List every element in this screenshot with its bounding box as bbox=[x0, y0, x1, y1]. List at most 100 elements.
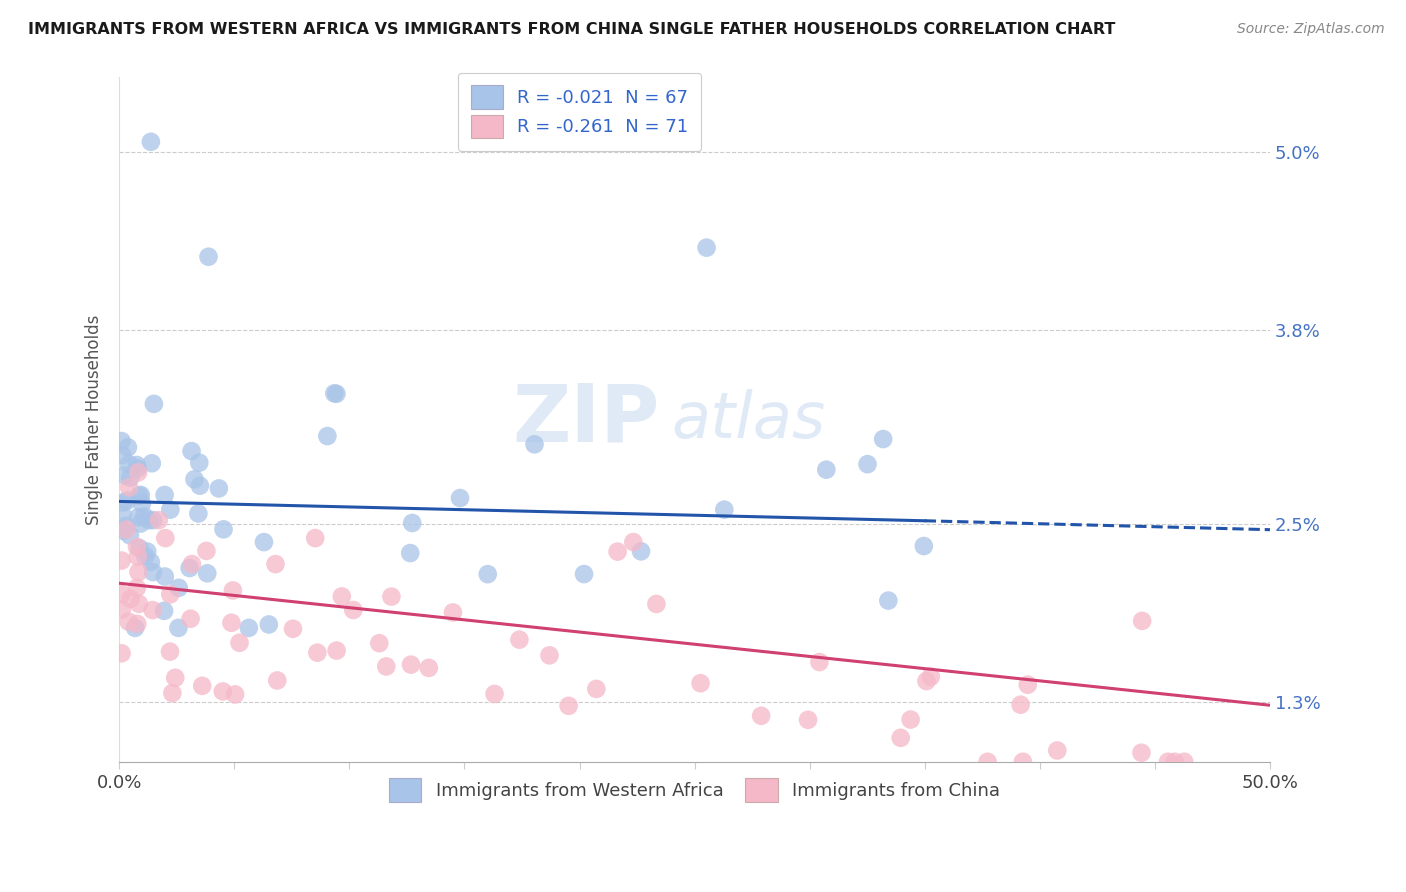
Point bbox=[112, 524, 135, 538]
Point bbox=[153, 569, 176, 583]
Point bbox=[127, 565, 149, 579]
Point bbox=[375, 659, 398, 673]
Point bbox=[399, 657, 422, 672]
Point bbox=[183, 472, 205, 486]
Point bbox=[197, 250, 219, 264]
Point bbox=[153, 488, 176, 502]
Point bbox=[142, 397, 165, 411]
Text: atlas: atlas bbox=[672, 389, 825, 450]
Point bbox=[110, 553, 132, 567]
Point bbox=[1010, 698, 1032, 712]
Point bbox=[159, 502, 181, 516]
Point bbox=[323, 386, 346, 401]
Point bbox=[915, 674, 938, 689]
Point bbox=[920, 670, 942, 684]
Point bbox=[110, 434, 132, 448]
Point bbox=[159, 645, 181, 659]
Point bbox=[180, 444, 202, 458]
Point bbox=[127, 616, 149, 631]
Point bbox=[111, 602, 134, 616]
Point bbox=[118, 457, 141, 471]
Point bbox=[191, 679, 214, 693]
Point bbox=[179, 561, 201, 575]
Point bbox=[142, 565, 165, 579]
Point bbox=[136, 544, 159, 558]
Point bbox=[142, 603, 165, 617]
Point bbox=[330, 590, 353, 604]
Point bbox=[212, 522, 235, 536]
Point bbox=[155, 531, 177, 545]
Point bbox=[125, 581, 148, 595]
Point bbox=[180, 612, 202, 626]
Point bbox=[399, 546, 422, 560]
Point bbox=[141, 456, 163, 470]
Point bbox=[139, 135, 162, 149]
Point bbox=[815, 463, 838, 477]
Point bbox=[1046, 743, 1069, 757]
Point bbox=[127, 461, 149, 475]
Point bbox=[131, 496, 153, 510]
Point bbox=[208, 482, 231, 496]
Point bbox=[142, 513, 165, 527]
Point bbox=[877, 593, 900, 607]
Point bbox=[165, 671, 187, 685]
Point bbox=[188, 456, 211, 470]
Point bbox=[976, 755, 998, 769]
Point bbox=[153, 604, 176, 618]
Point bbox=[117, 440, 139, 454]
Point bbox=[912, 539, 935, 553]
Point bbox=[325, 643, 347, 657]
Point bbox=[557, 698, 579, 713]
Point bbox=[187, 507, 209, 521]
Point bbox=[124, 621, 146, 635]
Point bbox=[257, 617, 280, 632]
Point bbox=[167, 581, 190, 595]
Point bbox=[1130, 746, 1153, 760]
Point bbox=[523, 437, 546, 451]
Point bbox=[253, 535, 276, 549]
Legend: Immigrants from Western Africa, Immigrants from China: Immigrants from Western Africa, Immigran… bbox=[377, 766, 1012, 814]
Point bbox=[118, 480, 141, 494]
Point bbox=[508, 632, 530, 647]
Point bbox=[212, 684, 235, 698]
Point bbox=[138, 513, 160, 527]
Text: Source: ZipAtlas.com: Source: ZipAtlas.com bbox=[1237, 22, 1385, 37]
Point bbox=[281, 622, 304, 636]
Point bbox=[134, 509, 156, 524]
Point bbox=[111, 508, 134, 522]
Point bbox=[120, 470, 142, 484]
Point bbox=[538, 648, 561, 663]
Point bbox=[418, 661, 440, 675]
Point bbox=[159, 587, 181, 601]
Point bbox=[1012, 755, 1035, 769]
Point bbox=[118, 528, 141, 542]
Point bbox=[808, 655, 831, 669]
Point bbox=[401, 516, 423, 530]
Point bbox=[342, 603, 364, 617]
Point bbox=[1164, 755, 1187, 769]
Point bbox=[238, 621, 260, 635]
Point bbox=[749, 708, 772, 723]
Point bbox=[129, 488, 152, 502]
Point bbox=[167, 621, 190, 635]
Point bbox=[162, 686, 184, 700]
Point bbox=[110, 587, 132, 601]
Point bbox=[316, 429, 339, 443]
Point bbox=[890, 731, 912, 745]
Point bbox=[477, 567, 499, 582]
Point bbox=[606, 544, 628, 558]
Point bbox=[304, 531, 326, 545]
Point bbox=[148, 513, 170, 527]
Point bbox=[630, 544, 652, 558]
Point bbox=[125, 458, 148, 472]
Point bbox=[195, 566, 218, 581]
Point bbox=[307, 646, 329, 660]
Point bbox=[120, 591, 142, 606]
Point bbox=[380, 590, 402, 604]
Point bbox=[1017, 678, 1039, 692]
Point bbox=[118, 615, 141, 629]
Point bbox=[228, 636, 250, 650]
Text: IMMIGRANTS FROM WESTERN AFRICA VS IMMIGRANTS FROM CHINA SINGLE FATHER HOUSEHOLDS: IMMIGRANTS FROM WESTERN AFRICA VS IMMIGR… bbox=[28, 22, 1115, 37]
Point bbox=[128, 541, 150, 556]
Point bbox=[689, 676, 711, 690]
